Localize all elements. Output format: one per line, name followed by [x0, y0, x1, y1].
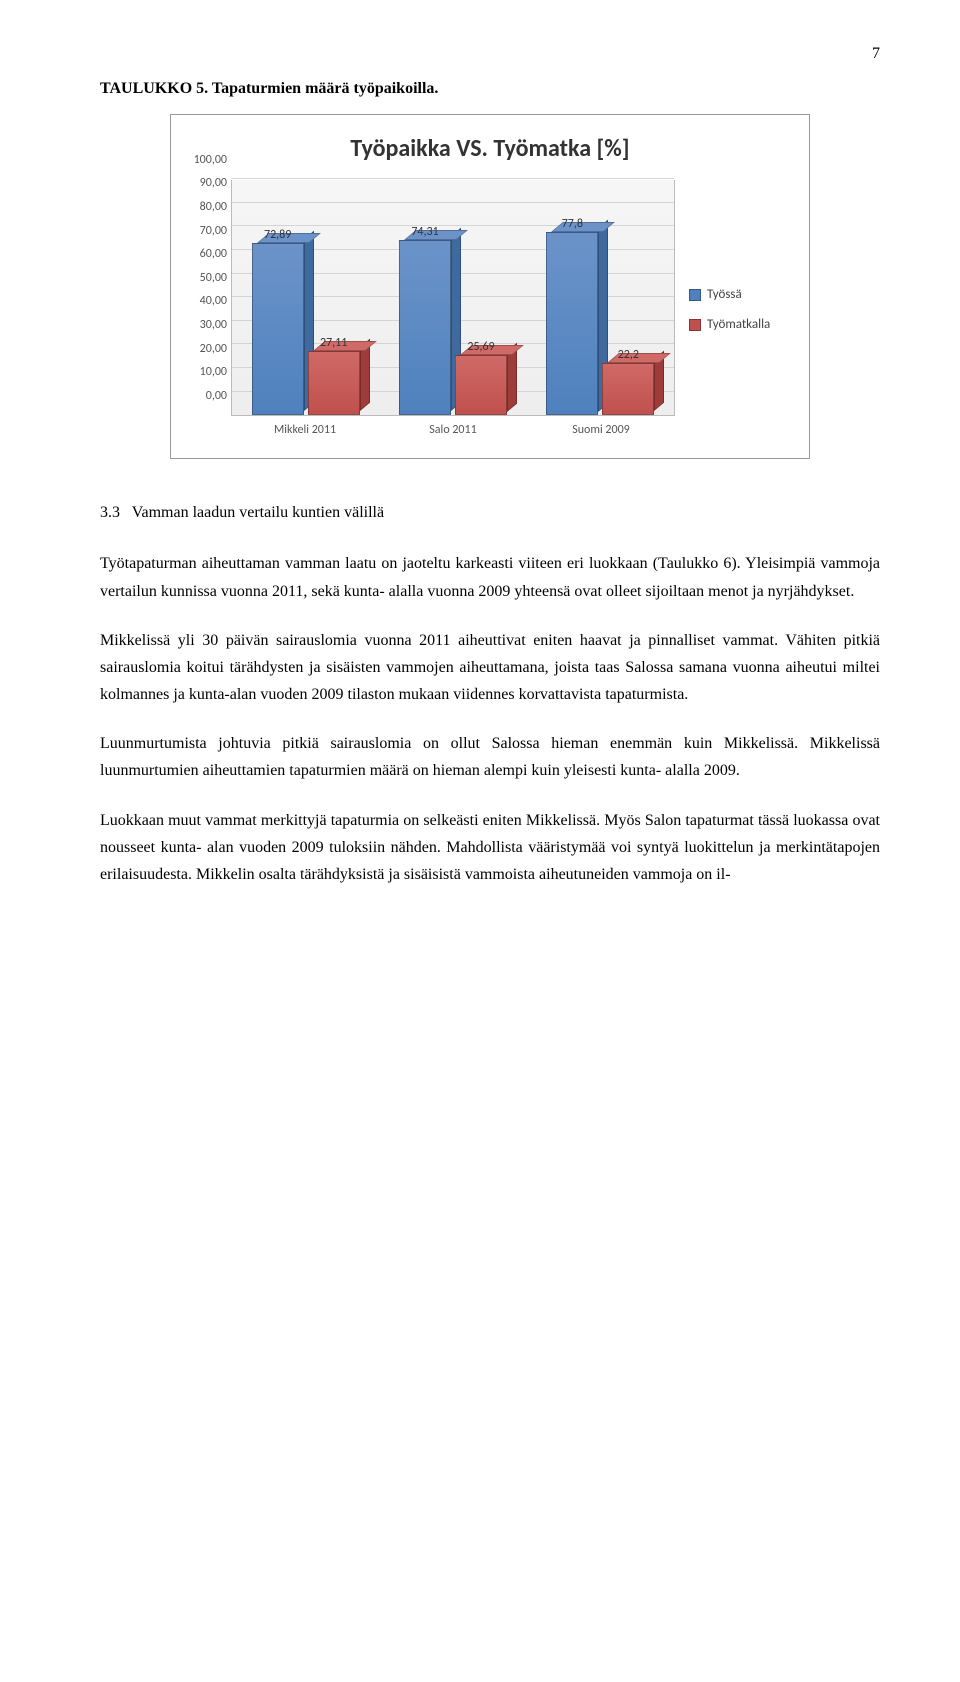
chart-body: 0,00 10,00 20,00 30,00 40,00 50,00 60,00 70,00 8…	[185, 180, 795, 440]
paragraph: Luunmurtumista johtuvia pitkiä sairauslo…	[100, 730, 880, 784]
y-tick-label: 50,00	[200, 268, 227, 288]
plot-zone: 0,00 10,00 20,00 30,00 40,00 50,00 60,00 70,00 8…	[185, 180, 675, 440]
bar-front	[399, 240, 451, 415]
bar-value-label: 74,31	[399, 222, 451, 242]
bar: 27,11	[308, 351, 360, 415]
x-axis: Mikkeli 2011Salo 2011Suomi 2009	[231, 416, 675, 440]
bar-front	[546, 232, 598, 416]
legend-item: Työssä	[689, 284, 795, 306]
section-number: 3.3	[100, 504, 120, 521]
bar-chart: Työpaikka VS. Työmatka [%] 0,00 10,00 20,0…	[170, 114, 810, 459]
legend-swatch	[689, 319, 701, 331]
bar-front	[252, 243, 304, 415]
bar-front	[602, 363, 654, 415]
legend-swatch	[689, 289, 701, 301]
chart-title: Työpaikka VS. Työmatka [%]	[185, 129, 795, 170]
y-axis: 0,00 10,00 20,00 30,00 40,00 50,00 60,00 70,00 8…	[185, 180, 231, 416]
y-tick-label: 90,00	[200, 173, 227, 193]
y-tick-label: 60,00	[200, 244, 227, 264]
bar: 74,31	[399, 240, 451, 415]
bar-group: 72,8927,11	[232, 180, 379, 415]
bar-value-label: 72,89	[252, 225, 304, 245]
y-tick-label: 20,00	[200, 338, 227, 358]
bar: 72,89	[252, 243, 304, 415]
bar-front	[455, 355, 507, 416]
y-tick-label: 0,00	[206, 386, 227, 406]
legend-label: Työssä	[707, 284, 742, 306]
x-tick-label: Mikkeli 2011	[231, 416, 379, 440]
y-tick-label: 30,00	[200, 315, 227, 335]
bar: 25,69	[455, 355, 507, 416]
x-tick-label: Salo 2011	[379, 416, 527, 440]
section-title: Vamman laadun vertailu kuntien välillä	[132, 504, 384, 521]
y-tick-label: 100,00	[194, 150, 227, 170]
bar-group: 77,822,2	[527, 180, 674, 415]
x-tick-label: Suomi 2009	[527, 416, 675, 440]
bar: 77,8	[546, 232, 598, 416]
section-heading: 3.3 Vamman laadun vertailu kuntien välil…	[100, 499, 880, 526]
bar-front	[308, 351, 360, 415]
bar-group: 74,3125,69	[379, 180, 526, 415]
y-tick-label: 10,00	[200, 362, 227, 382]
bar-value-label: 77,8	[546, 214, 598, 234]
legend-label: Työmatkalla	[707, 314, 770, 336]
legend-item: Työmatkalla	[689, 314, 795, 336]
paragraph: Työtapaturman aiheuttaman vamman laatu o…	[100, 550, 880, 604]
legend: Työssä Työmatkalla	[675, 180, 795, 440]
bar-groups: 72,8927,1174,3125,6977,822,2	[232, 180, 674, 415]
table-caption: TAULUKKO 5. Tapaturmien määrä työpaikoil…	[100, 75, 880, 102]
gridline	[232, 178, 674, 179]
y-tick-label: 80,00	[200, 197, 227, 217]
bar-value-label: 27,11	[308, 333, 360, 353]
bar-value-label: 25,69	[455, 337, 507, 357]
page-number: 7	[100, 40, 880, 67]
paragraph: Mikkelissä yli 30 päivän sairauslomia vu…	[100, 627, 880, 709]
plot-area: 72,8927,1174,3125,6977,822,2	[231, 180, 675, 416]
bar-value-label: 22,2	[602, 345, 654, 365]
bar: 22,2	[602, 363, 654, 415]
y-tick-label: 70,00	[200, 220, 227, 240]
paragraph: Luokkaan muut vammat merkittyjä tapaturm…	[100, 807, 880, 889]
y-tick-label: 40,00	[200, 291, 227, 311]
